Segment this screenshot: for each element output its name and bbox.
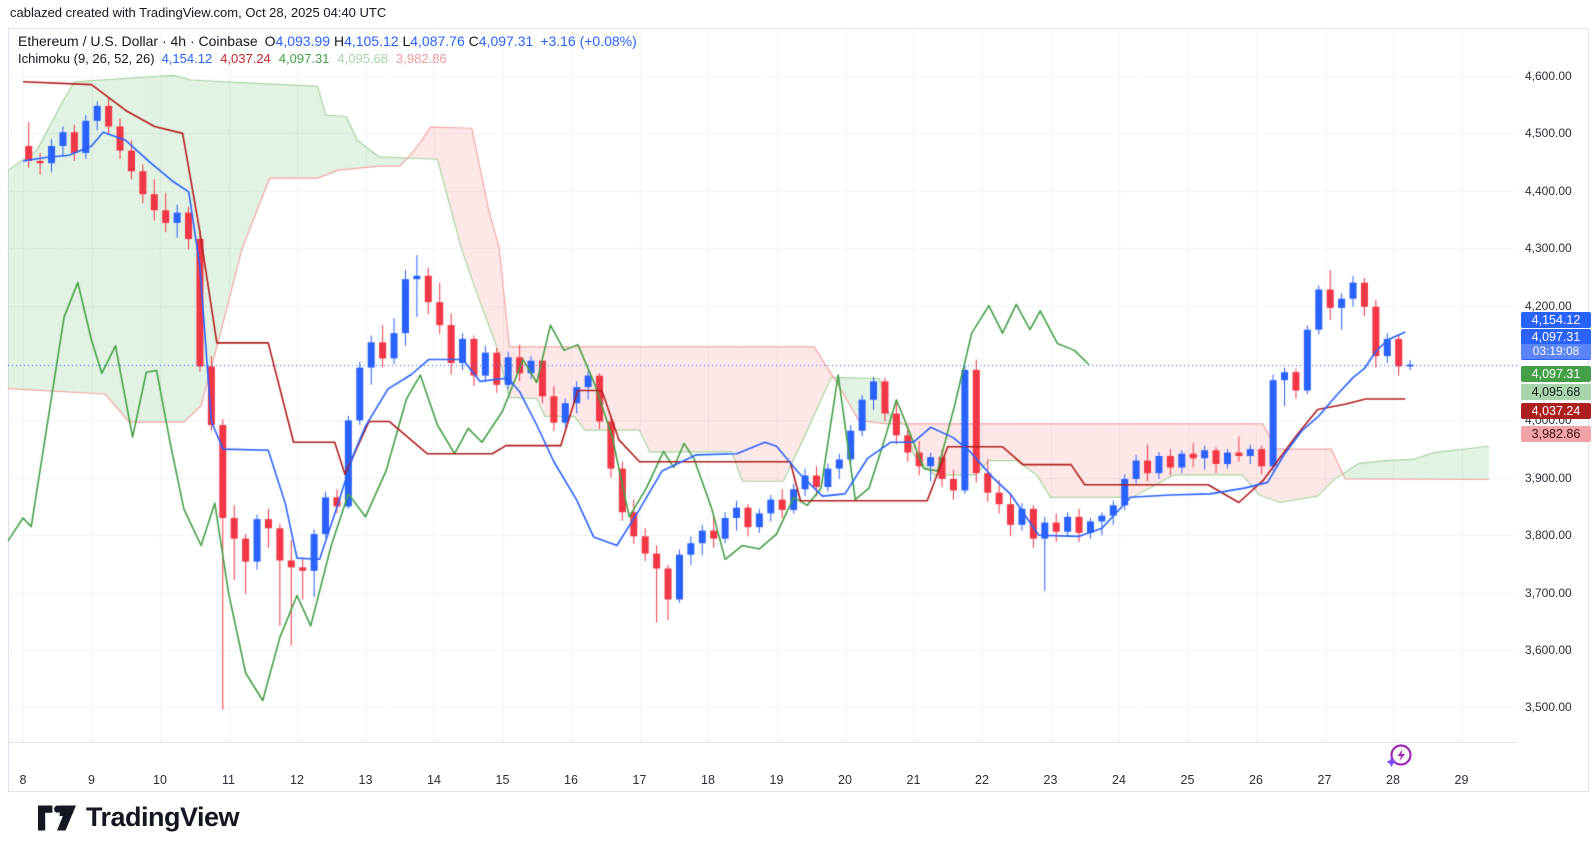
time-tick-label: 12 [290,773,304,787]
price-scale-axis[interactable]: 4,600.00 4,500.00 4,400.00 4,300.00 4,200.00… [1519,28,1595,742]
indicator-value: 4,037.24 [220,51,271,66]
time-tick-label: 25 [1180,773,1195,787]
ohlc-values: O4,093.99 H4,105.12 L4,087.76 C4,097.31 [264,33,534,49]
price-tick-label: 4,400.00 [1525,183,1572,198]
price-tick-label: 4,500.00 [1525,126,1572,141]
time-tick-label: 10 [153,773,167,787]
time-tick-label: 24 [1112,773,1126,787]
indicator-value: 3,982.86 [396,51,447,66]
time-tick-label: 17 [632,773,647,787]
tradingview-wordmark: TradingView [86,802,240,832]
chikou-price-badge: 4,097.31 [1521,365,1591,382]
circle-ring-icon [1390,744,1412,766]
price-tick-label: 4,200.00 [1525,298,1572,313]
time-tick-label: 26 [1249,773,1263,787]
price-tick-label: 3,900.00 [1525,470,1572,485]
kijun-price-badge: 4,037.24 [1521,402,1591,419]
price-tick-label: 3,500.00 [1525,700,1572,715]
time-tick-label: 23 [1043,773,1058,787]
time-tick-label: 18 [701,773,715,787]
time-tick-label: 8 [19,773,27,787]
time-tick-label: 29 [1454,773,1469,787]
time-tick-label: 16 [564,773,578,787]
senkou-b-price-badge: 3,982.86 [1521,425,1591,442]
time-tick-label: 13 [358,773,373,787]
price-tick-label: 3,800.00 [1525,528,1572,543]
symbol-title[interactable]: Ethereum / U.S. Dollar · 4h · Coinbase [18,33,258,49]
chart-legend: Ethereum / U.S. Dollar · 4h · Coinbase O… [18,33,637,67]
change-value: +3.16 (+0.08%) [540,33,637,49]
time-tick-label: 28 [1386,773,1400,787]
tradingview-mark-icon [38,805,76,830]
time-tick-label: 19 [769,773,784,787]
indicator-values: 4,154.12 4,037.24 4,097.31 4,095.68 3,982.86 [162,50,455,67]
last-price-badge: 4,097.31 03:19:08 [1521,329,1591,360]
time-tick-label: 21 [906,773,921,787]
price-tick-label: 3,700.00 [1525,585,1572,600]
indicator-title[interactable]: Ichimoku (9, 26, 52, 26) [18,51,155,66]
time-tick-label: 20 [838,773,852,787]
time-tick-label: 27 [1317,773,1332,787]
indicator-value: 4,154.12 [161,51,213,66]
price-tick-label: 4,600.00 [1525,69,1572,83]
time-tick-label: 14 [427,773,441,787]
lightning-bolt-icon [1397,749,1405,761]
time-scale-axis[interactable]: 8 9 10 11 12 13 14 15 16 17 18 19 20 21 22 23 24 25 26 27 28… [8,742,1517,793]
price-tick-label: 3,600.00 [1525,643,1572,657]
time-tick-label: 11 [222,773,235,787]
senkou-a-price-badge: 4,095.68 [1521,383,1591,400]
tradingview-logo[interactable]: TradingView [38,802,240,833]
time-tick-label: 15 [495,773,510,787]
sparkle-icon [1386,757,1397,767]
indicator-value: 4,097.31 [278,51,330,66]
tenkan-price-badge: 4,154.12 [1521,311,1591,328]
indicator-value: 4,095.68 [337,51,389,66]
time-tick-label: 22 [975,773,989,787]
price-tick-label: 4,300.00 [1525,241,1572,256]
time-tick-label: 9 [88,773,95,787]
ai-spark-icon[interactable] [1382,740,1416,774]
